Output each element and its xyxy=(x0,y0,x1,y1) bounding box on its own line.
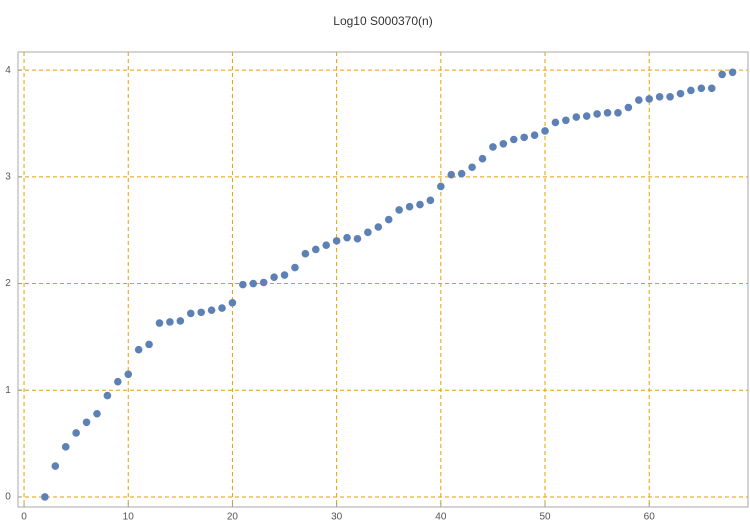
point xyxy=(93,409,101,418)
point xyxy=(114,377,122,386)
point xyxy=(562,116,570,125)
point xyxy=(155,319,164,327)
point xyxy=(687,86,695,95)
point xyxy=(145,340,153,349)
x-tick-label: 0 xyxy=(21,512,27,523)
y-tick-label: 3 xyxy=(5,171,11,182)
point xyxy=(207,306,216,315)
point xyxy=(41,493,49,501)
point xyxy=(166,318,174,326)
point xyxy=(228,298,237,307)
chart-title: Log10 S000370(n) xyxy=(333,14,432,28)
point xyxy=(270,273,278,281)
point xyxy=(468,163,476,172)
point xyxy=(218,304,226,312)
x-tick-label: 20 xyxy=(227,512,239,523)
point xyxy=(728,68,737,77)
x-tick-label: 30 xyxy=(331,512,343,523)
point xyxy=(447,170,456,179)
point xyxy=(530,131,539,140)
point xyxy=(718,70,726,79)
point xyxy=(311,245,320,254)
point xyxy=(259,278,268,287)
point xyxy=(197,308,205,317)
point xyxy=(395,206,403,214)
point xyxy=(291,263,299,272)
point xyxy=(239,280,247,289)
x-tick-label: 10 xyxy=(123,512,135,523)
point xyxy=(374,223,383,231)
point xyxy=(541,127,549,135)
point xyxy=(353,234,362,243)
y-tick-label: 4 xyxy=(5,65,11,76)
point xyxy=(103,391,112,400)
point xyxy=(124,370,133,379)
point xyxy=(707,84,716,93)
point xyxy=(551,118,560,127)
point xyxy=(520,133,528,142)
point xyxy=(572,113,581,121)
point xyxy=(655,93,664,101)
point xyxy=(280,271,289,279)
point xyxy=(301,249,310,258)
point xyxy=(478,154,487,163)
x-tick-label: 60 xyxy=(644,512,656,523)
point xyxy=(614,109,622,117)
point xyxy=(176,317,185,325)
y-tick-label: 1 xyxy=(5,385,11,396)
plot-frame xyxy=(17,51,749,508)
point xyxy=(405,202,414,211)
point xyxy=(332,237,341,245)
point xyxy=(489,143,497,151)
point xyxy=(603,109,612,117)
point xyxy=(82,418,91,427)
y-tick-label: 2 xyxy=(5,278,11,289)
x-tick-label: 40 xyxy=(435,512,447,523)
point xyxy=(437,182,445,191)
point xyxy=(666,93,674,101)
point xyxy=(582,112,591,120)
point xyxy=(343,233,351,242)
point xyxy=(186,309,195,318)
point xyxy=(624,103,633,112)
point xyxy=(51,462,60,470)
point xyxy=(322,241,331,249)
y-tick-label: 0 xyxy=(5,492,11,503)
point xyxy=(72,429,80,437)
point xyxy=(416,200,424,209)
point xyxy=(499,139,508,148)
point xyxy=(645,95,654,103)
point xyxy=(61,443,70,451)
x-tick-label: 50 xyxy=(539,512,551,523)
point xyxy=(457,169,466,178)
point xyxy=(134,345,143,354)
point xyxy=(593,110,601,118)
point xyxy=(635,96,643,104)
point xyxy=(384,215,393,224)
point xyxy=(249,279,258,288)
point xyxy=(697,84,706,93)
point xyxy=(676,89,685,98)
point xyxy=(426,196,435,205)
point xyxy=(364,228,372,237)
point xyxy=(509,135,518,144)
